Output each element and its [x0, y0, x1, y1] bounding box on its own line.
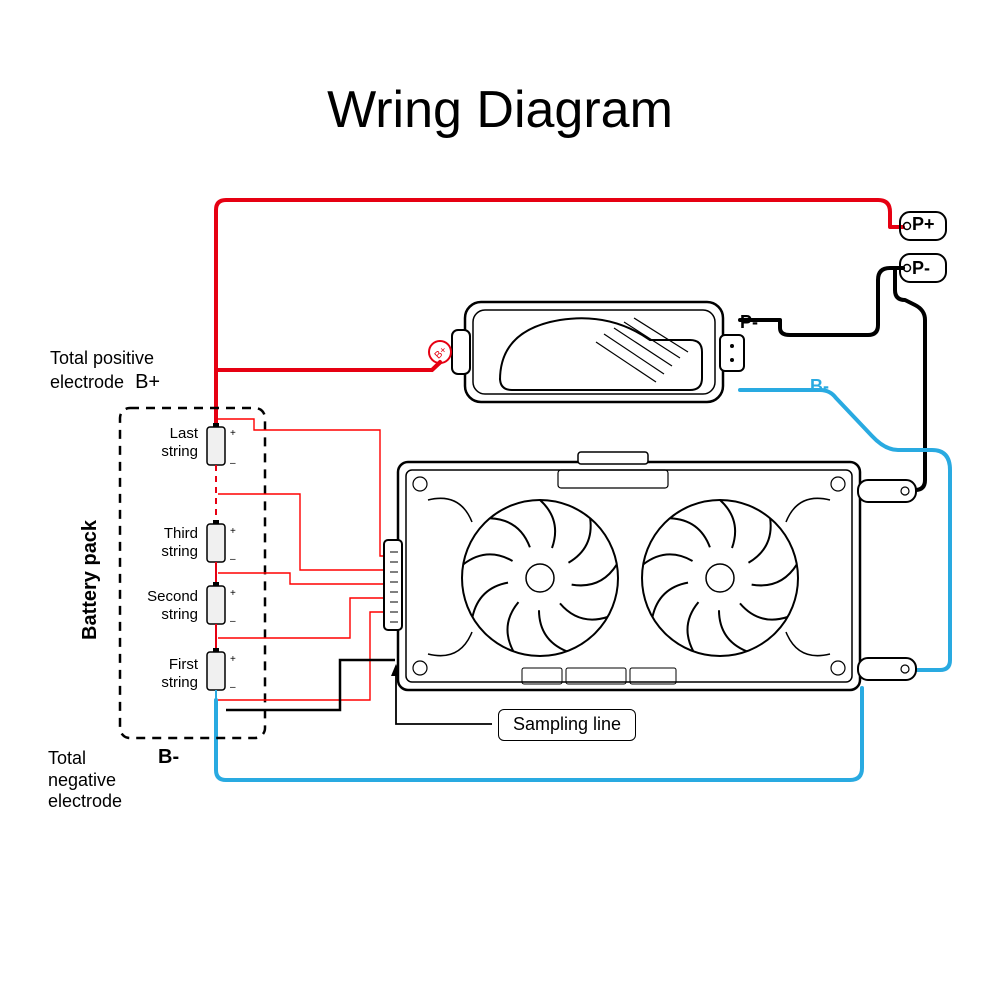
wire-b-minus-cell-bms — [216, 688, 862, 780]
terminal-pminus-box — [900, 254, 946, 282]
terminal-pplus-box — [900, 212, 946, 240]
svg-text:–: – — [230, 682, 236, 693]
wire-p-minus-charger — [740, 268, 903, 335]
svg-text:+: + — [230, 526, 236, 537]
svg-text:+: + — [230, 588, 236, 599]
svg-text:–: – — [230, 554, 236, 565]
sampling-lines — [218, 419, 395, 700]
svg-text:+: + — [230, 654, 236, 665]
bms-module — [384, 452, 916, 690]
charger: B+ — [429, 302, 744, 402]
wire-bplus-charger — [216, 358, 445, 370]
battery-cells: + – + – + – + – — [207, 423, 236, 700]
svg-text:–: – — [230, 458, 236, 469]
svg-text:–: – — [230, 616, 236, 627]
wiring-diagram: + – + – + – + – — [0, 0, 1000, 1000]
svg-text:+: + — [230, 428, 236, 439]
